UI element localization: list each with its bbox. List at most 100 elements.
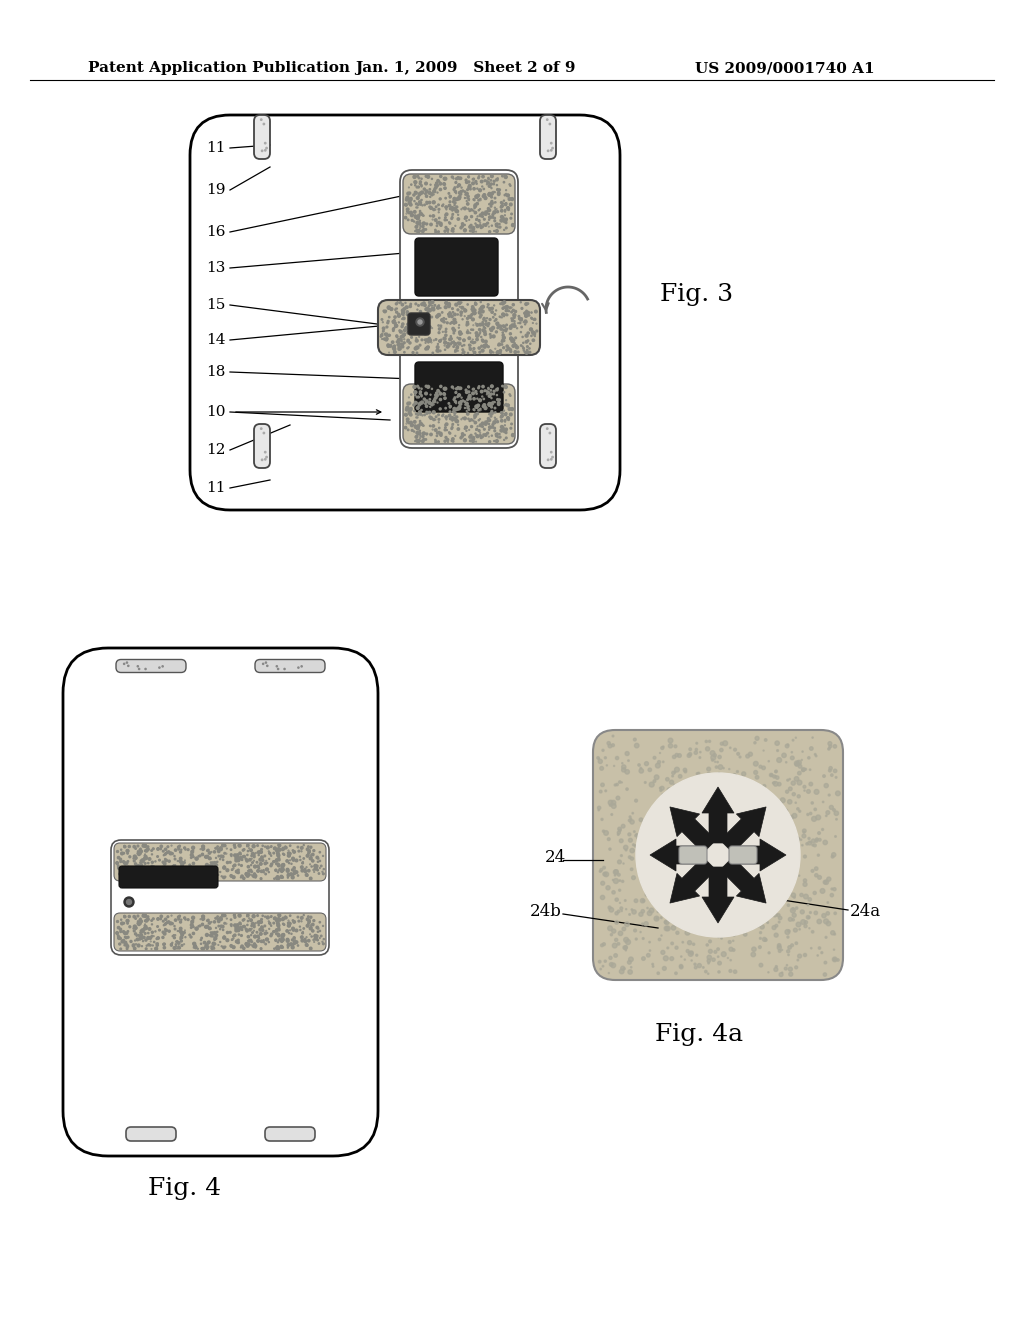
- Circle shape: [241, 875, 244, 878]
- Circle shape: [424, 205, 425, 206]
- Circle shape: [215, 935, 218, 936]
- Circle shape: [483, 404, 485, 407]
- Circle shape: [140, 867, 142, 870]
- Circle shape: [835, 810, 839, 816]
- Circle shape: [168, 921, 170, 923]
- Circle shape: [452, 426, 453, 429]
- Circle shape: [521, 326, 522, 327]
- Circle shape: [652, 966, 654, 968]
- Circle shape: [257, 921, 260, 924]
- Circle shape: [428, 338, 430, 341]
- Circle shape: [772, 783, 774, 784]
- Circle shape: [457, 346, 459, 348]
- Circle shape: [483, 346, 486, 348]
- Circle shape: [691, 920, 694, 923]
- Circle shape: [178, 946, 180, 949]
- Circle shape: [697, 964, 701, 968]
- Circle shape: [159, 859, 161, 861]
- Circle shape: [470, 215, 473, 218]
- Circle shape: [163, 874, 165, 875]
- Circle shape: [446, 438, 449, 441]
- Circle shape: [137, 915, 139, 917]
- Circle shape: [416, 432, 419, 434]
- Circle shape: [276, 946, 280, 950]
- FancyBboxPatch shape: [126, 1127, 176, 1140]
- Circle shape: [768, 845, 770, 846]
- Circle shape: [685, 931, 690, 935]
- Circle shape: [824, 880, 828, 884]
- Circle shape: [207, 919, 209, 921]
- Circle shape: [624, 946, 627, 949]
- Circle shape: [777, 866, 779, 867]
- Circle shape: [499, 325, 502, 327]
- Circle shape: [663, 836, 665, 837]
- Circle shape: [310, 846, 312, 849]
- Circle shape: [261, 927, 263, 929]
- Circle shape: [410, 203, 412, 206]
- Circle shape: [449, 315, 451, 317]
- Circle shape: [796, 907, 798, 909]
- Circle shape: [827, 748, 830, 750]
- Circle shape: [418, 223, 421, 224]
- Circle shape: [126, 920, 129, 923]
- Circle shape: [641, 857, 644, 859]
- Circle shape: [616, 796, 620, 800]
- Circle shape: [420, 181, 422, 183]
- Circle shape: [418, 319, 422, 323]
- Circle shape: [673, 755, 676, 759]
- Circle shape: [471, 314, 473, 315]
- Circle shape: [733, 748, 736, 751]
- Circle shape: [230, 849, 231, 850]
- Circle shape: [276, 851, 280, 854]
- Circle shape: [635, 743, 639, 748]
- Circle shape: [660, 917, 663, 919]
- Circle shape: [272, 931, 274, 933]
- Circle shape: [167, 851, 169, 853]
- Circle shape: [603, 873, 606, 876]
- Circle shape: [504, 385, 507, 388]
- Circle shape: [388, 317, 390, 318]
- Circle shape: [428, 338, 430, 339]
- Circle shape: [422, 325, 424, 327]
- Circle shape: [444, 206, 447, 209]
- Circle shape: [124, 866, 126, 867]
- Circle shape: [675, 832, 678, 834]
- Circle shape: [417, 441, 419, 442]
- Circle shape: [411, 424, 414, 426]
- Circle shape: [772, 925, 776, 929]
- Circle shape: [487, 193, 490, 195]
- Circle shape: [208, 871, 210, 874]
- Circle shape: [483, 194, 485, 197]
- Circle shape: [317, 928, 318, 929]
- Circle shape: [399, 338, 402, 341]
- Circle shape: [274, 861, 275, 862]
- Circle shape: [265, 874, 266, 875]
- Circle shape: [457, 309, 459, 310]
- Circle shape: [630, 818, 632, 820]
- Circle shape: [407, 193, 410, 195]
- Circle shape: [470, 224, 472, 226]
- Circle shape: [451, 418, 452, 420]
- Circle shape: [480, 227, 482, 228]
- Circle shape: [252, 845, 255, 847]
- Circle shape: [712, 759, 714, 762]
- Circle shape: [236, 870, 239, 873]
- Circle shape: [409, 202, 411, 205]
- Circle shape: [676, 875, 678, 878]
- Circle shape: [742, 904, 744, 907]
- Circle shape: [157, 937, 160, 940]
- Circle shape: [478, 347, 480, 348]
- Circle shape: [418, 186, 420, 187]
- Circle shape: [814, 808, 816, 810]
- Circle shape: [520, 345, 522, 346]
- Circle shape: [813, 843, 816, 847]
- Circle shape: [137, 853, 139, 854]
- Circle shape: [133, 948, 136, 949]
- Circle shape: [217, 916, 218, 917]
- Circle shape: [195, 946, 197, 949]
- Circle shape: [453, 318, 456, 321]
- Circle shape: [826, 921, 830, 925]
- Circle shape: [660, 849, 664, 853]
- Circle shape: [403, 329, 407, 331]
- Circle shape: [664, 843, 669, 847]
